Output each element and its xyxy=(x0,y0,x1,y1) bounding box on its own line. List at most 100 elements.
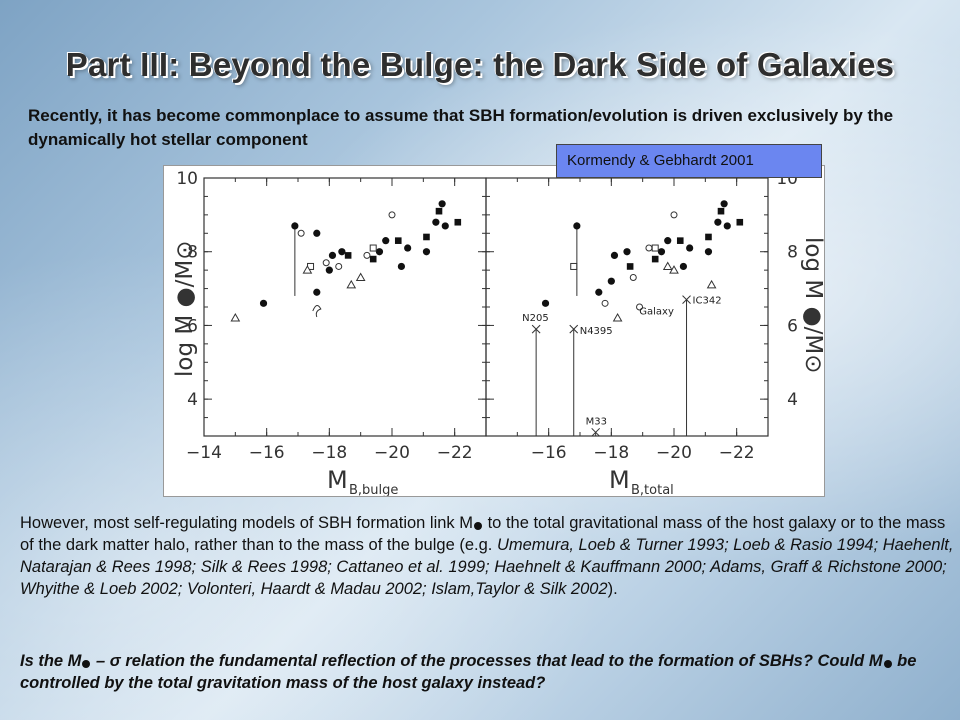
body-text-pre: However, most self-regulating models of … xyxy=(20,514,474,532)
data-point-filled-circle xyxy=(432,218,440,226)
data-point-filled-circle xyxy=(686,244,694,252)
x-axis-label: M xyxy=(327,466,348,494)
data-point-open-triangle xyxy=(230,313,241,322)
data-point-filled-circle xyxy=(704,248,713,256)
chart-figure: −14 −16 −18 −20 −22 4 6 8 10 M B,bulge log M ●/M⊙ −1… xyxy=(163,165,825,497)
y-tick-label: 6 xyxy=(187,316,198,336)
plot-frame-2 xyxy=(485,177,769,437)
data-point-open-square xyxy=(570,262,578,270)
data-point-filled-circle xyxy=(338,248,346,256)
y-tick-label: 8 xyxy=(187,243,198,263)
data-point-open-square xyxy=(651,244,659,252)
data-point-filled-square xyxy=(454,218,462,226)
body-paragraph: However, most self-regulating models of … xyxy=(20,512,955,600)
data-point-filled-circle xyxy=(291,222,299,230)
data-point-filled-square xyxy=(676,237,684,244)
data-point-filled-circle xyxy=(714,218,722,226)
body-text-mid: to the total gravitational mass of the h… xyxy=(20,514,946,554)
data-point-open-circle xyxy=(388,211,396,219)
data-point-open-circle xyxy=(629,274,637,282)
black-hole-subscript-icon xyxy=(883,660,892,668)
data-point-filled-circle xyxy=(375,248,384,256)
y-tick-label: 10 xyxy=(176,169,198,189)
y-axis-label-right: log M ●/M⊙ xyxy=(800,237,824,373)
question-paragraph: Is the M – σ relation the fundamental re… xyxy=(20,650,955,694)
data-point-open-circle xyxy=(322,259,330,267)
data-point-open-circle xyxy=(335,262,343,270)
x-tick-label: −22 xyxy=(437,443,473,463)
black-hole-subscript-icon xyxy=(474,522,483,530)
annotation-label: N4395 xyxy=(580,326,613,337)
data-point-filled-square xyxy=(626,263,634,270)
data-point-open-circle xyxy=(670,211,678,219)
y-axis-label-left: log M ●/M⊙ xyxy=(172,241,198,377)
data-point-star xyxy=(312,305,322,318)
data-point-filled-circle xyxy=(595,288,603,296)
data-point-filled-circle xyxy=(573,222,581,230)
data-point-open-circle xyxy=(363,251,371,259)
x-axis-label-subscript: B,total xyxy=(631,483,674,496)
data-point-filled-circle xyxy=(441,222,449,230)
x-tick-label: −18 xyxy=(311,443,347,463)
question-text-3: be controlled by the total gravitation m… xyxy=(20,652,917,692)
annotation-label: Galaxy xyxy=(639,307,674,318)
x-tick-label: −16 xyxy=(531,443,567,463)
data-point-open-circle xyxy=(297,229,305,237)
data-point-filled-circle xyxy=(720,200,728,208)
y-axis-label-text: log M ●/M⊙ xyxy=(800,237,824,373)
annotation-label: M33 xyxy=(586,416,607,427)
data-point-open-triangle xyxy=(706,279,717,289)
data-point-open-circle xyxy=(601,299,609,307)
body-text-post: ). xyxy=(607,580,618,598)
black-hole-subscript-icon xyxy=(82,660,91,668)
y-tick-label: 6 xyxy=(787,316,798,336)
data-point-filled-square xyxy=(344,252,352,259)
data-point-filled-square xyxy=(651,255,659,263)
x-axis-label: M xyxy=(609,466,630,494)
data-point-filled-circle xyxy=(607,277,615,285)
x-tick-label: −22 xyxy=(719,443,755,463)
data-point-open-triangle xyxy=(346,279,357,289)
data-point-open-circle xyxy=(645,244,653,252)
data-point-filled-circle xyxy=(610,251,619,259)
x-tick-label: −16 xyxy=(249,443,285,463)
y-tick-label: 8 xyxy=(787,243,798,263)
question-sigma: – σ xyxy=(91,652,126,670)
citation-label: Kormendy & Gebhardt 2001 xyxy=(556,144,822,178)
question-text-1: Is the M xyxy=(20,652,82,670)
intro-text: Recently, it has become commonplace to a… xyxy=(28,106,894,149)
data-point-open-triangle xyxy=(662,261,673,270)
data-point-filled-square xyxy=(394,237,402,244)
annotation-label: N205 xyxy=(522,313,549,324)
data-point-open-triangle xyxy=(355,272,366,282)
data-point-filled-circle xyxy=(438,200,446,208)
data-point-open-triangle xyxy=(612,313,623,322)
data-point-filled-circle xyxy=(404,244,412,252)
data-point-filled-square xyxy=(369,255,377,263)
data-point-filled-circle xyxy=(723,222,731,230)
data-point-filled-square xyxy=(423,233,430,241)
data-point-open-triangle xyxy=(302,265,313,274)
data-point-open-circle xyxy=(636,303,644,311)
body-references: Umemura, Loeb & Turner 1993; Loeb & Rasi… xyxy=(20,536,954,598)
data-point-filled-circle xyxy=(657,248,666,256)
data-point-open-square xyxy=(369,244,377,252)
x-tick-label: −20 xyxy=(374,443,410,463)
data-point-filled-circle xyxy=(382,237,390,245)
data-point-filled-circle xyxy=(679,262,688,271)
data-point-filled-circle xyxy=(623,248,631,256)
x-tick-label: −14 xyxy=(186,443,222,463)
data-point-filled-circle xyxy=(541,299,550,307)
data-point-filled-circle xyxy=(664,237,672,245)
x-tick-label: −18 xyxy=(593,443,629,463)
data-point-filled-circle xyxy=(259,299,268,307)
data-point-filled-circle xyxy=(313,229,321,237)
data-point-filled-circle xyxy=(422,248,431,256)
data-point-filled-circle xyxy=(328,251,337,259)
data-point-filled-square xyxy=(717,207,725,215)
data-point-filled-square xyxy=(435,207,443,215)
y-axis-label-text: log M ●/M⊙ xyxy=(172,241,198,377)
data-point-filled-circle xyxy=(313,288,321,296)
question-text-2: relation the fundamental reflection of t… xyxy=(125,652,883,670)
